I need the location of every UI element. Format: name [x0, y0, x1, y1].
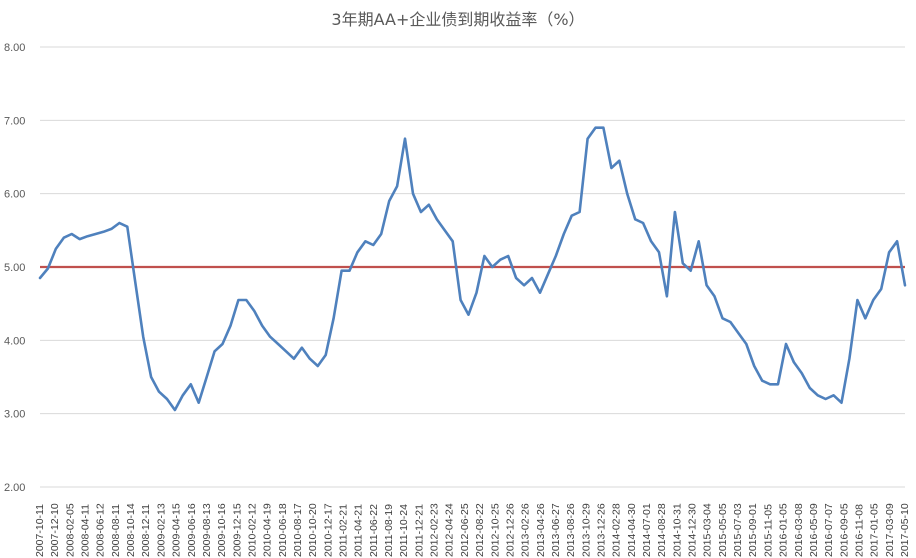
x-tick-label: 2008-12-11 [140, 504, 152, 557]
x-tick-label: 2015-03-04 [702, 503, 714, 557]
series-layer [38, 126, 907, 412]
x-tick-label: 2010-06-18 [277, 503, 289, 557]
x-tick-label: 2009-08-13 [201, 503, 213, 557]
x-tick-label: 2017-03-09 [884, 503, 896, 557]
x-tick-label: 2009-02-13 [155, 503, 167, 557]
y-tick-label: 6.00 [4, 189, 25, 201]
x-tick-label: 2010-10-20 [307, 503, 319, 557]
y-tick-label: 7.00 [4, 115, 25, 127]
x-tick-label: 2016-07-07 [823, 503, 835, 557]
series-line-yield [38, 126, 907, 412]
x-tick-label: 2014-10-31 [671, 503, 683, 557]
x-tick-label: 2010-02-12 [246, 503, 258, 557]
x-tick-label: 2013-06-27 [550, 503, 562, 557]
x-tick-label: 2009-10-16 [216, 503, 228, 557]
x-tick-label: 2015-07-03 [732, 503, 744, 557]
x-tick-label: 2009-06-16 [186, 503, 198, 557]
y-tick-label: 3.00 [4, 409, 25, 421]
y-tick-label: 5.00 [4, 262, 25, 274]
x-tick-label: 2011-06-22 [368, 504, 380, 557]
x-tick-label: 2014-07-01 [641, 503, 653, 557]
x-tick-label: 2007-12-10 [49, 503, 61, 557]
x-tick-label: 2016-05-09 [808, 503, 820, 557]
x-tick-label: 2009-04-15 [171, 503, 183, 557]
x-tick-label: 2013-10-29 [580, 503, 592, 557]
x-tick-label: 2012-12-26 [504, 503, 516, 557]
x-tick-label: 2012-04-24 [444, 503, 456, 557]
y-tick-label: 8.00 [4, 42, 25, 54]
x-tick-label: 2008-10-14 [125, 503, 137, 557]
x-tick-label: 2008-08-11 [110, 504, 122, 557]
x-tick-label: 2016-11-08 [853, 504, 865, 557]
x-tick-label: 2017-01-05 [869, 503, 881, 557]
x-axis: 2007-10-11 2007-12-10 2008-02-05 2008-04-11… [34, 503, 911, 557]
x-tick-label: 2007-10-11 [34, 504, 46, 557]
x-tick-label: 2010-04-19 [262, 503, 274, 557]
x-tick-label: 2013-04-26 [535, 503, 547, 557]
x-tick-label: 2009-12-15 [231, 503, 243, 557]
x-tick-label: 2008-02-05 [64, 503, 76, 557]
x-tick-label: 2013-02-26 [520, 503, 532, 557]
x-tick-label: 2015-11-05 [762, 504, 774, 557]
chart-title: 3年期AA+企业债到期收益率（%） [331, 10, 585, 29]
x-tick-label: 2011-12-21 [413, 504, 425, 557]
x-tick-label: 2015-05-05 [717, 503, 729, 557]
x-tick-label: 2008-04-11 [80, 504, 92, 557]
y-axis: 2.00 3.00 4.00 5.00 6.00 7.00 8.00 [4, 42, 25, 494]
x-tick-label: 2008-06-12 [95, 503, 107, 557]
x-tick-label: 2017-05-10 [899, 503, 911, 557]
x-tick-label: 2014-08-28 [656, 503, 668, 557]
x-tick-label: 2014-12-30 [687, 503, 699, 557]
x-tick-label: 2013-08-26 [565, 503, 577, 557]
x-tick-label: 2011-02-21 [338, 504, 350, 557]
x-tick-label: 2016-01-05 [778, 503, 790, 557]
x-tick-label: 2014-04-30 [626, 503, 638, 557]
x-tick-label: 2012-08-22 [474, 503, 486, 557]
x-tick-label: 2011-08-19 [383, 504, 395, 557]
x-tick-label: 2016-09-05 [838, 503, 850, 557]
x-tick-label: 2012-02-23 [429, 503, 441, 557]
x-tick-label: 2012-06-25 [459, 503, 471, 557]
x-tick-label: 2016-03-08 [793, 503, 805, 557]
x-tick-label: 2010-08-17 [292, 503, 304, 557]
x-tick-label: 2011-10-24 [398, 504, 410, 557]
x-tick-label: 2013-12-26 [595, 503, 607, 557]
x-tick-label: 2015-09-01 [747, 503, 759, 557]
y-tick-label: 4.00 [4, 335, 25, 347]
x-tick-label: 2012-10-25 [489, 503, 501, 557]
x-tick-label: 2014-02-28 [611, 503, 623, 557]
x-tick-label: 2010-12-17 [322, 503, 334, 557]
x-tick-label: 2011-04-21 [353, 504, 365, 557]
y-tick-label: 2.00 [4, 482, 25, 494]
